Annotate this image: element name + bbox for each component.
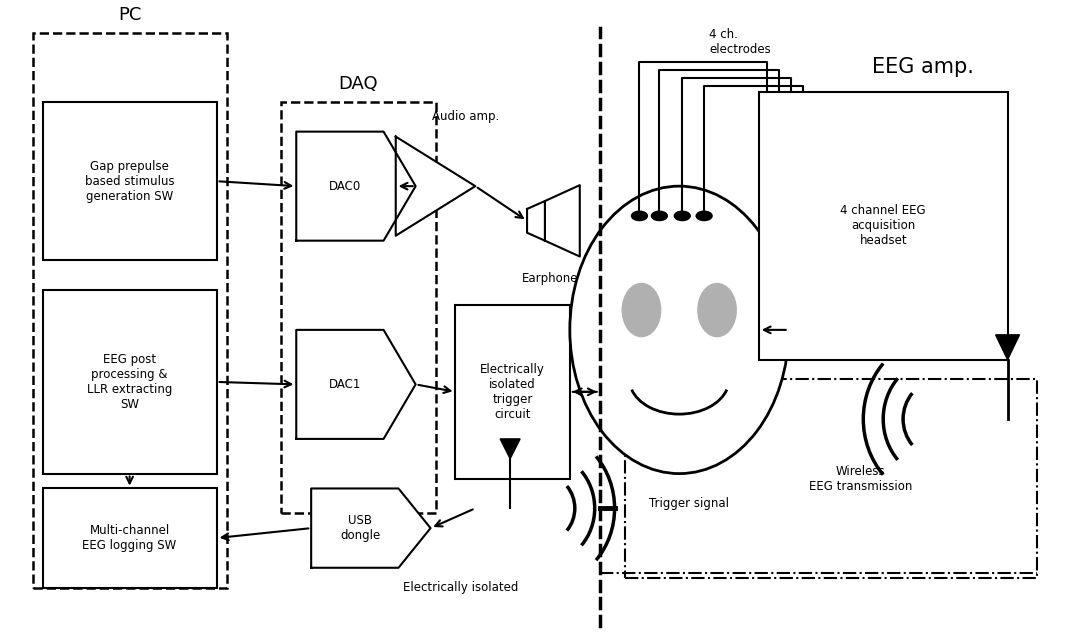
Text: Audio amp.: Audio amp.	[432, 110, 499, 123]
Polygon shape	[296, 330, 416, 439]
Circle shape	[632, 211, 648, 221]
Circle shape	[674, 211, 691, 221]
Text: EEG post
processing &
LLR extracting
SW: EEG post processing & LLR extracting SW	[87, 353, 172, 411]
Text: Trigger signal: Trigger signal	[649, 497, 729, 510]
Polygon shape	[311, 489, 431, 568]
Polygon shape	[527, 201, 545, 241]
Text: Earphone: Earphone	[522, 272, 578, 285]
Text: Electrically
isolated
trigger
circuit: Electrically isolated trigger circuit	[480, 363, 546, 421]
Text: Gap prepulse
based stimulus
generation SW: Gap prepulse based stimulus generation S…	[85, 160, 174, 203]
Text: Electrically isolated: Electrically isolated	[403, 581, 518, 594]
Ellipse shape	[697, 283, 737, 337]
Polygon shape	[996, 335, 1019, 360]
Bar	[759, 92, 1007, 360]
Text: DAQ: DAQ	[338, 75, 378, 93]
Text: 4 ch.
electrodes: 4 ch. electrodes	[709, 28, 771, 56]
Ellipse shape	[570, 186, 788, 473]
Text: DAC0: DAC0	[329, 179, 361, 193]
Bar	[625, 379, 1037, 578]
Polygon shape	[500, 439, 520, 459]
Ellipse shape	[622, 283, 662, 337]
Circle shape	[652, 211, 667, 221]
Text: Wireless
EEG transmission: Wireless EEG transmission	[809, 465, 913, 492]
Circle shape	[696, 211, 712, 221]
Bar	[43, 489, 217, 588]
Text: USB
dongle: USB dongle	[340, 514, 380, 542]
Text: Multi-channel
EEG logging SW: Multi-channel EEG logging SW	[83, 524, 177, 552]
Bar	[43, 102, 217, 260]
Text: DAC1: DAC1	[329, 378, 362, 391]
Polygon shape	[545, 185, 580, 257]
Bar	[455, 305, 570, 478]
Bar	[32, 32, 227, 588]
Bar	[43, 290, 217, 473]
Text: EEG amp.: EEG amp.	[872, 58, 974, 77]
Text: PC: PC	[118, 6, 142, 23]
Polygon shape	[395, 137, 476, 236]
Polygon shape	[296, 131, 416, 241]
Bar	[281, 102, 436, 513]
Text: 4 channel EEG
acquisition
headset: 4 channel EEG acquisition headset	[840, 204, 926, 247]
